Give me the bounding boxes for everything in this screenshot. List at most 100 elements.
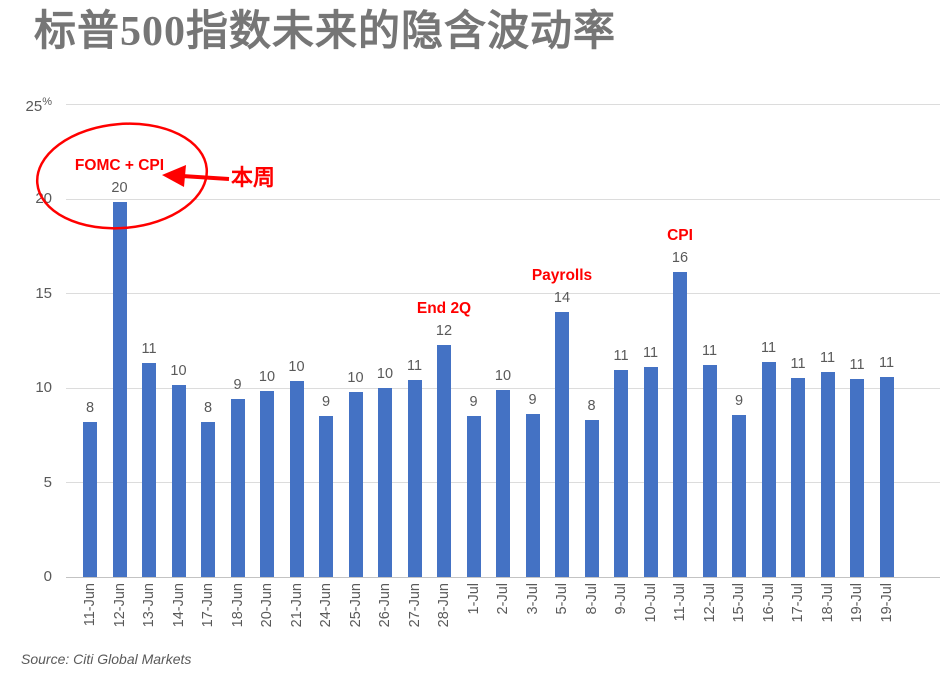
bar-value-label: 20 xyxy=(111,179,128,196)
x-axis-label: 9-Jul xyxy=(613,583,629,615)
bar-10-Jul xyxy=(643,367,658,577)
gridline-10 xyxy=(66,387,940,389)
bar-12-Jul xyxy=(702,365,717,577)
x-axis-label: 19-Jul xyxy=(849,583,865,623)
x-axis-label: 2-Jul xyxy=(495,583,511,615)
bar-value-label: 14 xyxy=(553,290,571,307)
x-axis-label: 5-Jul xyxy=(554,583,570,615)
bar-2-Jul xyxy=(496,389,510,577)
annotation-label: Payrolls xyxy=(531,267,593,285)
bar-11-Jul xyxy=(673,271,687,577)
bar-value-label: 11 xyxy=(878,354,895,371)
x-axis-label: 18-Jun xyxy=(229,583,246,628)
bar-value-label: 11 xyxy=(642,345,659,362)
bar-3-Jul xyxy=(525,414,540,577)
bar-18-Jul xyxy=(820,371,835,577)
bar-value-label: 16 xyxy=(671,249,689,266)
bar-value-label: 10 xyxy=(258,368,276,385)
bar-18-Jun xyxy=(230,399,245,577)
bar-15-Jul xyxy=(732,415,746,577)
x-axis-label: 11-Jul xyxy=(672,583,688,622)
bar-value-label: 11 xyxy=(613,348,629,365)
bar-value-label: 11 xyxy=(760,340,777,357)
gridline-20 xyxy=(66,198,940,200)
x-axis-label: 17-Jul xyxy=(790,583,806,623)
bar-value-label: 10 xyxy=(170,363,187,380)
bar-8-Jul xyxy=(584,420,599,577)
x-axis-label: 21-Jun xyxy=(288,583,305,628)
x-axis-label: 28-Jun xyxy=(436,583,452,628)
x-axis-label: 27-Jun xyxy=(406,583,423,628)
bar-25-Jun xyxy=(348,391,363,577)
x-axis-label: 3-Jul xyxy=(524,583,541,615)
gridline-15 xyxy=(66,293,940,294)
bar-13-Jun xyxy=(142,363,156,577)
callout-this-week-label: 本周 xyxy=(231,165,276,190)
bar-value-label: 9 xyxy=(528,392,537,409)
bar-16-Jul xyxy=(761,362,776,577)
bar-5-Jul xyxy=(555,312,569,577)
gridline-25 xyxy=(66,104,940,105)
bar-value-label: 11 xyxy=(141,341,157,358)
bar-11-Jun xyxy=(83,422,97,577)
x-axis-label: 26-Jun xyxy=(377,583,393,628)
x-axis-label: 20-Jun xyxy=(259,583,275,628)
bar-value-label: 9 xyxy=(469,394,478,411)
x-axis-label: 18-Jul xyxy=(819,583,836,623)
bar-value-label: 11 xyxy=(701,343,718,360)
bar-26-Jun xyxy=(378,388,392,577)
bar-20-Jun xyxy=(260,390,274,577)
bar-21-Jun xyxy=(289,381,304,577)
bar-value-label: 11 xyxy=(406,358,423,375)
y-axis-label-10: 10 xyxy=(35,379,52,396)
bar-value-label: 8 xyxy=(203,400,213,417)
bar-value-label: 11 xyxy=(849,357,865,374)
chart-title: 标普500指数未来的隐含波动率 xyxy=(34,9,617,55)
y-axis-label-20: 20 xyxy=(35,190,52,207)
bar-17-Jul xyxy=(791,377,805,577)
y-axis-label-5: 5 xyxy=(43,473,52,491)
bar-value-label: 10 xyxy=(347,369,364,386)
x-axis-label: 1-Jul xyxy=(465,583,482,615)
annotation-label: CPI xyxy=(667,226,693,244)
bar-value-label: 8 xyxy=(587,398,596,415)
bar-14-Jun xyxy=(171,385,186,577)
bar-value-label: 10 xyxy=(288,359,305,376)
y-axis-label-15: 15 xyxy=(35,284,52,302)
bar-19-Jul xyxy=(879,376,894,577)
annotation-label: FOMC + CPI xyxy=(74,156,165,174)
bar-9-Jul xyxy=(614,370,628,577)
x-axis-label: 15-Jul xyxy=(731,583,747,623)
source-note: Source: Citi Global Markets xyxy=(21,651,192,667)
bar-12-Jun xyxy=(112,201,127,577)
arrow-line-segment xyxy=(181,174,230,181)
y-axis-label-25: 25% xyxy=(25,95,52,115)
bar-17-Jun xyxy=(201,422,215,577)
x-axis-label: 8-Jul xyxy=(583,583,600,615)
bar-19-Jul xyxy=(850,379,864,577)
bar-value-label: 10 xyxy=(494,367,512,384)
bar-value-label: 10 xyxy=(376,366,394,382)
x-axis-label: 10-Jul xyxy=(642,583,659,623)
bar-28-Jun xyxy=(437,345,451,577)
y-axis-unit: % xyxy=(42,95,52,108)
bar-27-Jun xyxy=(407,380,422,577)
y-axis-label-0: 0 xyxy=(43,568,52,585)
x-axis-label: 12-Jul xyxy=(701,583,718,623)
bar-1-Jul xyxy=(466,416,481,577)
x-axis-label: 24-Jun xyxy=(318,583,334,628)
bar-value-label: 9 xyxy=(734,393,744,410)
x-axis-label: 16-Jul xyxy=(760,583,777,623)
bar-value-label: 12 xyxy=(435,323,453,340)
bar-value-label: 8 xyxy=(85,400,95,417)
bar-value-label: 9 xyxy=(233,377,242,394)
bar-24-Jun xyxy=(319,416,333,577)
x-axis-label: 25-Jun xyxy=(347,583,364,628)
bar-value-label: 11 xyxy=(819,349,836,366)
bar-value-label: 9 xyxy=(321,394,331,411)
annotation-label: End 2Q xyxy=(416,300,472,318)
x-axis-label: 17-Jun xyxy=(200,583,216,628)
bar-value-label: 11 xyxy=(790,355,806,372)
gridline-0 xyxy=(66,576,940,578)
